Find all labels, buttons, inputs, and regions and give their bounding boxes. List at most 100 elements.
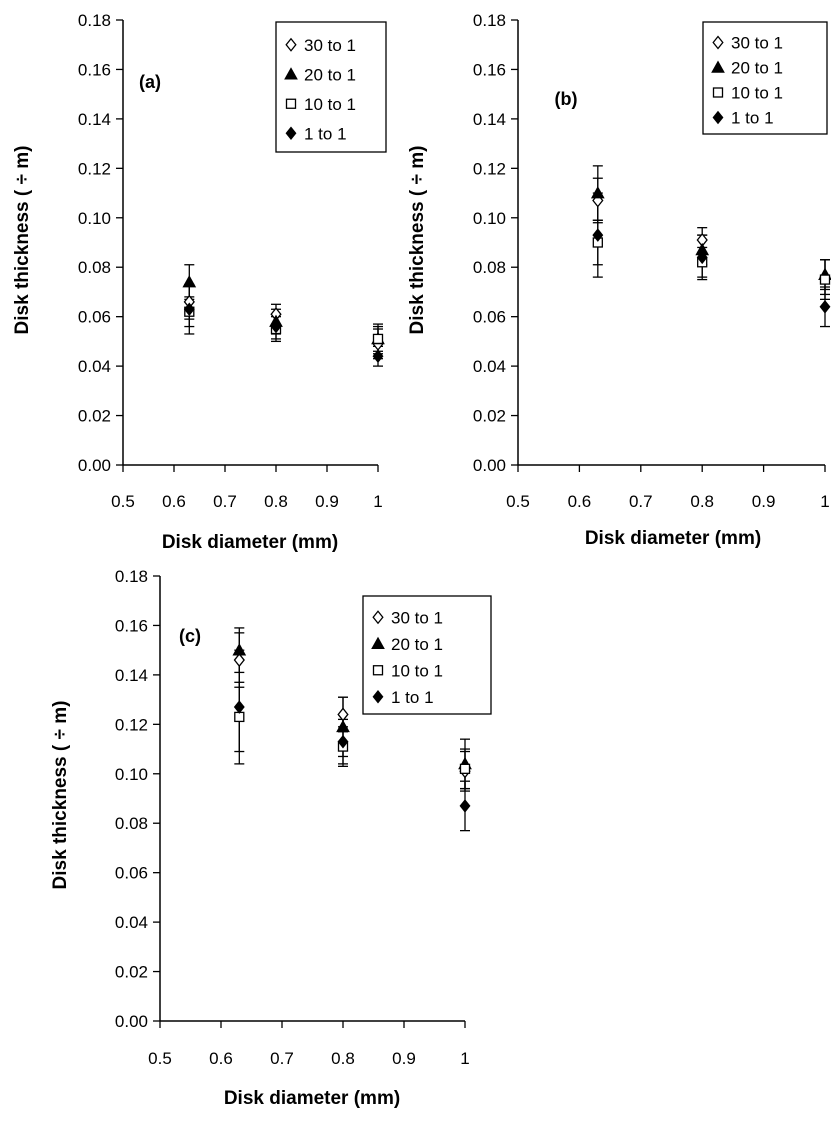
y-tick-label: 0.08 <box>78 258 111 277</box>
y-tick-label: 0.16 <box>115 616 148 635</box>
x-tick-label: 1 <box>820 492 829 511</box>
y-tick-label: 0.12 <box>473 159 506 178</box>
marker-20-to-1 <box>182 275 197 288</box>
x-tick-label: 1 <box>373 492 382 511</box>
legend-entry-label: 20 to 1 <box>304 65 356 84</box>
legend-box <box>362 595 492 715</box>
marker-10-to-1 <box>372 333 384 345</box>
x-tick-label: 0.8 <box>331 1049 355 1068</box>
y-tick-label: 0.16 <box>473 60 506 79</box>
y-tick-label: 0.10 <box>473 209 506 228</box>
y-axis-title: Disk thickness ( ÷ m) <box>50 701 71 890</box>
x-tick-label: 0.7 <box>629 492 653 511</box>
marker-1-to-1 <box>233 700 245 714</box>
panel-label: (b) <box>555 89 578 109</box>
marker-30-to-1 <box>712 35 724 50</box>
x-tick-label: 0.6 <box>162 492 186 511</box>
marker-20-to-1 <box>284 67 298 80</box>
x-tick-label: 0.6 <box>209 1049 233 1068</box>
y-tick-label: 0.08 <box>473 258 506 277</box>
legend-entry-label: 30 to 1 <box>731 34 783 53</box>
y-tick-label: 0.06 <box>473 308 506 327</box>
legend-entry-label: 10 to 1 <box>731 84 783 103</box>
x-axis-title: Disk diameter (mm) <box>162 532 338 553</box>
legend-entry-label: 30 to 1 <box>391 608 443 627</box>
legend-entry-label: 30 to 1 <box>304 36 356 55</box>
legend-entry-label: 10 to 1 <box>304 95 356 114</box>
y-tick-label: 0.02 <box>115 963 148 982</box>
y-tick-label: 0.12 <box>115 715 148 734</box>
x-tick-label: 0.6 <box>568 492 592 511</box>
x-tick-label: 0.5 <box>506 492 530 511</box>
y-tick-label: 0.12 <box>78 159 111 178</box>
y-tick-label: 0.16 <box>78 60 111 79</box>
x-tick-label: 0.9 <box>752 492 776 511</box>
marker-20-to-1 <box>232 643 247 656</box>
legend-entry-label: 1 to 1 <box>731 109 774 128</box>
x-axis-title: Disk diameter (mm) <box>585 528 761 549</box>
y-tick-label: 0.00 <box>115 1012 148 1031</box>
marker-10-to-1 <box>819 274 831 285</box>
marker-1-to-1 <box>372 349 384 364</box>
x-tick-label: 0.9 <box>392 1049 416 1068</box>
y-tick-label: 0.10 <box>115 765 148 784</box>
legend: 30 to 1 20 to 1 10 to 1 1 to 1 <box>275 21 387 153</box>
marker-1-to-1 <box>183 302 195 317</box>
marker-1-to-1 <box>285 126 297 141</box>
marker-1-to-1 <box>372 689 384 704</box>
y-tick-label: 0.02 <box>78 407 111 426</box>
marker-30-to-1 <box>285 37 297 52</box>
panel-label: (a) <box>139 72 161 92</box>
marker-20-to-1 <box>590 186 605 199</box>
y-tick-label: 0.18 <box>78 11 111 30</box>
marker-1-to-1 <box>459 799 471 813</box>
y-tick-label: 0.04 <box>473 357 506 376</box>
y-tick-label: 0.10 <box>78 209 111 228</box>
y-axis-title: Disk thickness ( ÷ m) <box>407 146 428 335</box>
marker-30-to-1 <box>337 707 349 722</box>
y-tick-label: 0.00 <box>78 456 111 475</box>
legend-entry-label: 20 to 1 <box>731 59 783 78</box>
y-axis-title: Disk thickness ( ÷ m) <box>12 146 33 335</box>
y-tick-label: 0.06 <box>115 864 148 883</box>
marker-1-to-1 <box>819 299 831 314</box>
y-tick-label: 0.18 <box>115 567 148 586</box>
x-tick-label: 0.5 <box>111 492 135 511</box>
y-tick-label: 0.18 <box>473 11 506 30</box>
y-tick-label: 0.14 <box>78 110 111 129</box>
marker-30-to-1 <box>372 610 384 625</box>
legend-entry-label: 20 to 1 <box>391 635 443 654</box>
legend: 30 to 1 20 to 1 10 to 1 1 to 1 <box>362 595 492 715</box>
marker-1-to-1 <box>712 110 724 125</box>
panel-label: (c) <box>179 626 201 646</box>
x-tick-label: 1 <box>460 1049 469 1068</box>
marker-20-to-1 <box>711 60 725 73</box>
y-tick-label: 0.02 <box>473 407 506 426</box>
marker-1-to-1 <box>592 228 604 242</box>
x-tick-label: 0.7 <box>270 1049 294 1068</box>
marker-10-to-1 <box>285 98 297 109</box>
marker-10-to-1 <box>372 665 384 676</box>
legend-entry-label: 1 to 1 <box>304 124 347 143</box>
x-tick-label: 0.9 <box>315 492 339 511</box>
x-axis-title: Disk diameter (mm) <box>224 1088 400 1109</box>
x-tick-label: 0.8 <box>264 492 288 511</box>
y-tick-label: 0.04 <box>78 357 111 376</box>
marker-1-to-1 <box>337 734 349 749</box>
chart-panel-b: 0.00 0.02 0.04 0.06 0.08 0.10 0.12 0.14 0.16 0.18… <box>407 11 831 549</box>
y-tick-label: 0.08 <box>115 814 148 833</box>
marker-10-to-1 <box>712 87 724 98</box>
y-tick-label: 0.14 <box>115 666 148 685</box>
marker-1-to-1 <box>270 319 282 334</box>
y-tick-label: 0.00 <box>473 456 506 475</box>
chart-panel-c: 0.00 0.02 0.04 0.06 0.08 0.10 0.12 0.14 0.16 0.18… <box>50 567 492 1109</box>
x-tick-label: 0.8 <box>690 492 714 511</box>
legend-box <box>702 21 828 135</box>
legend-entry-label: 1 to 1 <box>391 688 434 707</box>
x-tick-label: 0.5 <box>148 1049 172 1068</box>
y-tick-label: 0.14 <box>473 110 506 129</box>
chart-panel-a: 0.00 0.02 0.04 0.06 0.08 0.10 0.12 0.14 0.16 0.18… <box>12 11 387 553</box>
y-tick-label: 0.04 <box>115 913 148 932</box>
y-tick-label: 0.06 <box>78 308 111 327</box>
